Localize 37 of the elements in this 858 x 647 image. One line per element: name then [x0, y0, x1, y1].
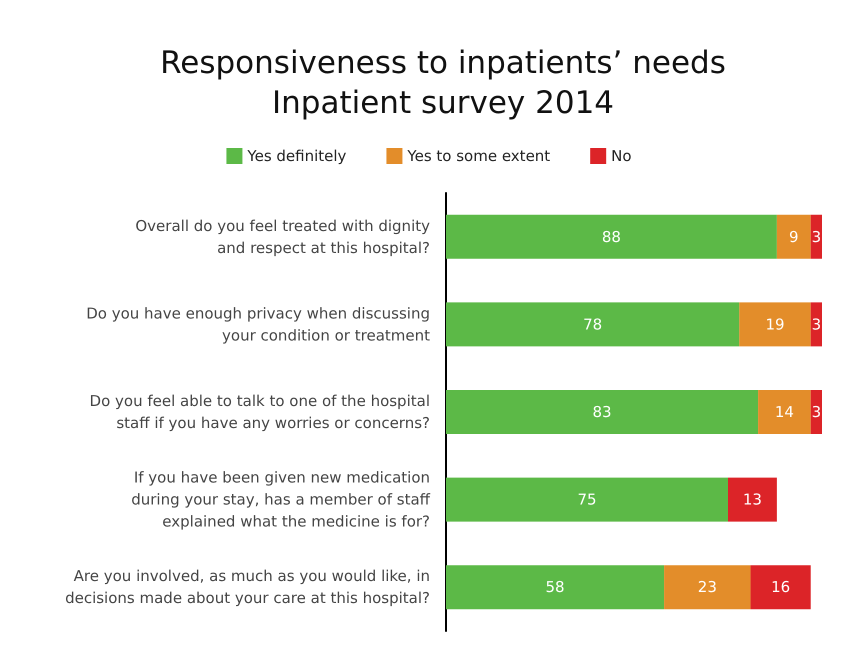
bar [810, 302, 822, 346]
y-tick-label: Do you have enough privacy when discussing your condition or treatment [86, 304, 430, 344]
data-label: 23 [698, 578, 717, 596]
data-label: 75 [577, 490, 597, 509]
data-label: 58 [545, 578, 565, 596]
bar [739, 302, 811, 346]
legend-label: Yes to some extent [406, 147, 550, 165]
data-label: 16 [771, 578, 790, 596]
data-label: 9 [789, 228, 799, 246]
bar [758, 390, 811, 434]
bar [446, 390, 758, 434]
bar [728, 478, 777, 522]
legend-label: Yes definitely [246, 147, 347, 165]
bar [446, 302, 740, 346]
data-label: 78 [583, 315, 602, 334]
bar [664, 565, 751, 610]
bar [446, 214, 777, 259]
data-label: 14 [774, 403, 794, 421]
bar [810, 214, 822, 259]
data-label: 3 [812, 403, 822, 421]
y-tick-label: Do you feel able to talk to one of the hospital staff if you have any worries or concerns? [90, 392, 430, 432]
data-label: 19 [765, 315, 785, 334]
data-label: 13 [742, 490, 762, 509]
data-label: 88 [602, 228, 621, 246]
bar [446, 478, 728, 522]
data-label: 83 [592, 403, 612, 421]
bar [810, 390, 822, 434]
data-label: 3 [812, 315, 822, 334]
chart-title: Responsiveness to inpatients’ needs Inpatient survey 2014 [160, 45, 726, 121]
bar [776, 214, 811, 259]
legend-label: No [611, 147, 632, 165]
bar [750, 565, 811, 610]
y-tick-label: If you have been given new medication during your stay, has a member of staff explained what the medicine is for? [131, 468, 431, 531]
y-tick-label: Overall do you feel treated with dignity and respect at this hospital? [135, 216, 430, 257]
y-tick-label: Are you involved, as much as you would like, in decisions made about your care at this hospital? [65, 567, 430, 608]
bar [446, 565, 664, 610]
data-label: 3 [812, 228, 822, 246]
